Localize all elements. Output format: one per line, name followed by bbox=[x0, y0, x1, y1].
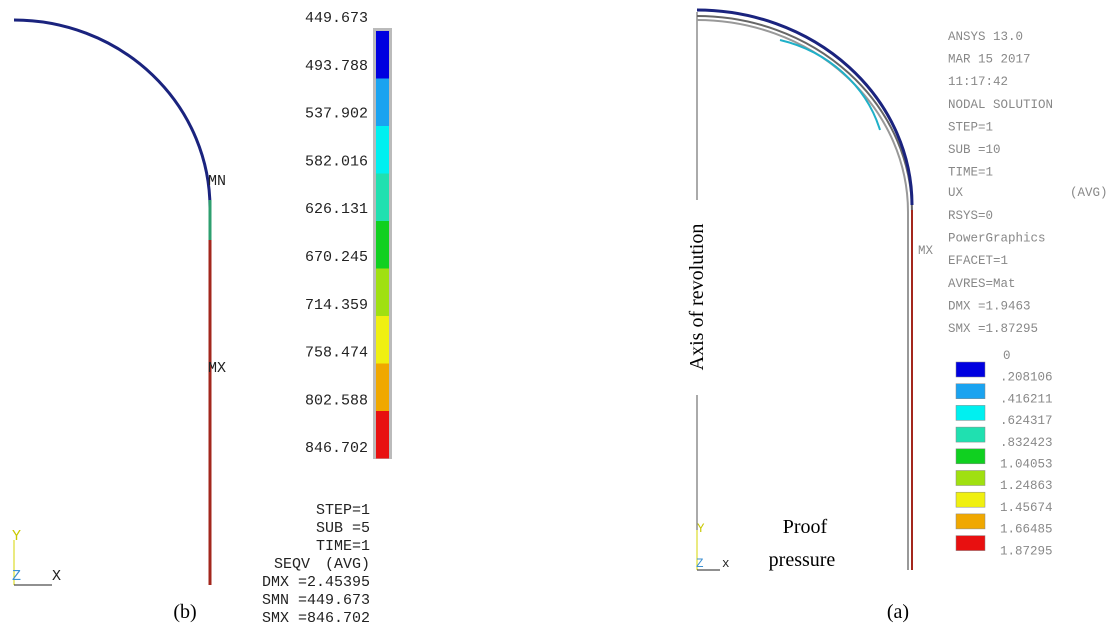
result-label: UX bbox=[948, 186, 964, 200]
triad-x-label: x bbox=[722, 557, 730, 571]
info-line: STEP=1 bbox=[316, 502, 370, 519]
colorbar-segment bbox=[376, 79, 389, 127]
legend-swatch bbox=[956, 384, 985, 399]
triad-x-label: X bbox=[52, 568, 61, 585]
info-line: RSYS=0 bbox=[948, 209, 993, 223]
info-line: AVRES=Mat bbox=[948, 277, 1016, 291]
header-line: TIME=1 bbox=[948, 166, 993, 180]
colorbar-segment bbox=[376, 411, 389, 459]
avg-label: (AVG) bbox=[325, 556, 370, 573]
legend-label: 1.04053 bbox=[1000, 458, 1053, 472]
legend-swatch bbox=[956, 536, 985, 551]
result-label: SEQV bbox=[274, 556, 310, 573]
legend-label: 493.788 bbox=[305, 58, 368, 75]
legend-label: .416211 bbox=[1000, 392, 1053, 406]
avg-label: (AVG) bbox=[1070, 186, 1108, 200]
header-line: 11:17:42 bbox=[948, 75, 1008, 89]
legend-swatch bbox=[956, 471, 985, 486]
header-line: ANSYS 13.0 bbox=[948, 30, 1023, 44]
caption: (b) bbox=[173, 601, 196, 623]
legend-label: 1.45674 bbox=[1000, 501, 1053, 515]
triad-y-label: Y bbox=[12, 528, 21, 545]
max-label: MX bbox=[918, 244, 934, 258]
info-line: TIME=1 bbox=[316, 538, 370, 555]
figure: MN MX Y Z X SEQV (AVG) (b) MX Axis of re… bbox=[0, 0, 1110, 633]
triad-z-label: Z bbox=[696, 557, 704, 571]
triad-z-label: Z bbox=[12, 568, 21, 585]
legend-swatch bbox=[956, 405, 985, 420]
load-label: pressure bbox=[769, 549, 836, 571]
info-line: SMX =1.87295 bbox=[948, 322, 1038, 336]
legend-label: 670.245 bbox=[305, 249, 368, 266]
legend-swatch bbox=[956, 492, 985, 507]
legend-label: 537.902 bbox=[305, 106, 368, 123]
legend-label: 0 bbox=[1003, 349, 1011, 363]
axis-label: Axis of revolution bbox=[686, 224, 708, 371]
legend-label: 802.588 bbox=[305, 392, 368, 409]
legend-label: .208106 bbox=[1000, 371, 1053, 385]
colorbar-segment bbox=[376, 174, 389, 222]
legend-swatch bbox=[956, 362, 985, 377]
legend-label: 1.87295 bbox=[1000, 544, 1053, 558]
colorbar-segment bbox=[376, 126, 389, 174]
legend-swatch bbox=[956, 449, 985, 464]
shell-arc bbox=[14, 20, 210, 208]
triad-y-label: Y bbox=[697, 522, 705, 536]
caption: (a) bbox=[887, 601, 909, 623]
header-line: NODAL SOLUTION bbox=[948, 98, 1053, 112]
legend-label: 1.66485 bbox=[1000, 523, 1053, 537]
min-label: MN bbox=[208, 173, 226, 190]
legend-label: 582.016 bbox=[305, 153, 368, 170]
colorbar-segment bbox=[376, 364, 389, 412]
legend-label: 714.359 bbox=[305, 297, 368, 314]
colorbar-segment bbox=[376, 221, 389, 269]
legend-swatch bbox=[956, 514, 985, 529]
legend-swatch bbox=[956, 427, 985, 442]
legend-label: 626.131 bbox=[305, 201, 368, 218]
legend-label: 1.24863 bbox=[1000, 479, 1053, 493]
undeformed-outline bbox=[697, 16, 912, 570]
info-line: DMX =1.9463 bbox=[948, 299, 1031, 313]
legend-label: 449.673 bbox=[305, 10, 368, 27]
stat-line: DMX =2.45395 bbox=[262, 574, 370, 591]
load-label: Proof bbox=[783, 516, 828, 538]
header-line: STEP=1 bbox=[948, 120, 993, 134]
info-line: SUB =5 bbox=[316, 520, 370, 537]
legend-label: .624317 bbox=[1000, 414, 1053, 428]
stat-line: SMX =846.702 bbox=[262, 610, 370, 627]
max-label: MX bbox=[208, 360, 226, 377]
legend-label: 846.702 bbox=[305, 440, 368, 457]
info-line: PowerGraphics bbox=[948, 232, 1046, 246]
header-line: MAR 15 2017 bbox=[948, 53, 1031, 67]
colorbar-segment bbox=[376, 31, 389, 79]
header-line: SUB =10 bbox=[948, 143, 1001, 157]
info-line: EFACET=1 bbox=[948, 254, 1008, 268]
colorbar-segment bbox=[376, 269, 389, 317]
legend-label: 758.474 bbox=[305, 345, 368, 362]
legend-label: .832423 bbox=[1000, 436, 1053, 450]
stat-line: SMN =449.673 bbox=[262, 592, 370, 609]
colorbar-segment bbox=[376, 316, 389, 364]
